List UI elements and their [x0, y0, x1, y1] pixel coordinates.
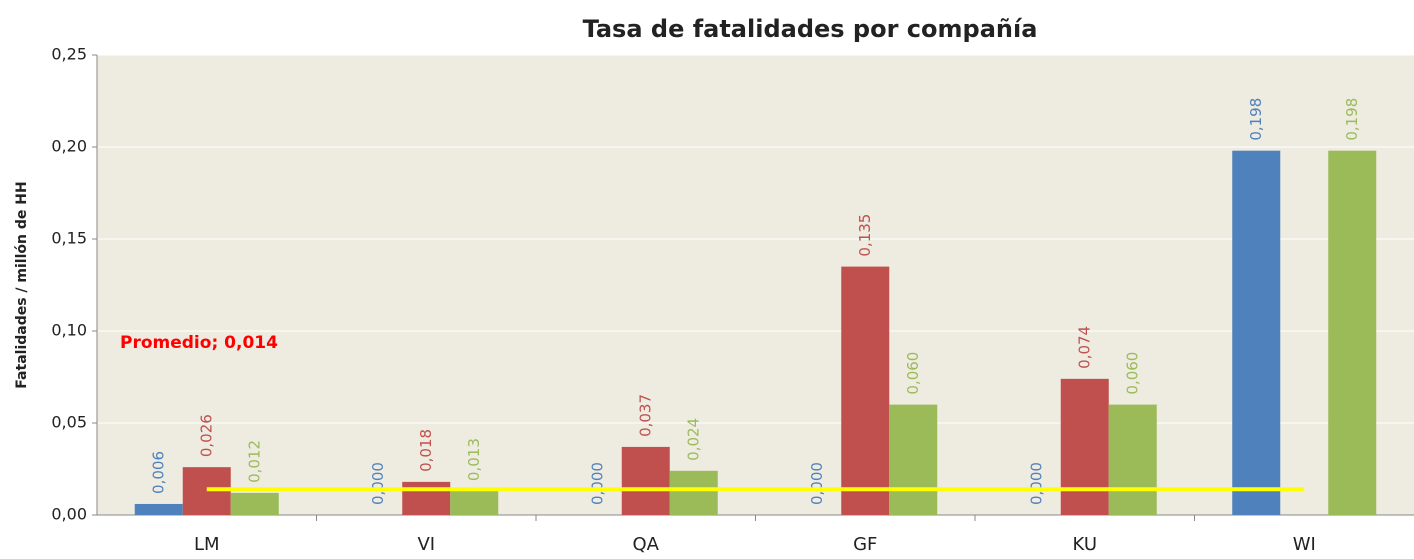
data-label: 0,018 — [417, 429, 435, 472]
bar — [621, 446, 670, 515]
bar — [230, 492, 279, 515]
y-tick-label: 0,10 — [51, 321, 87, 340]
y-tick-label: 0,25 — [51, 45, 87, 64]
data-label: 0,037 — [636, 394, 654, 437]
x-tick-label: VI — [417, 534, 435, 555]
data-label: 0,135 — [856, 214, 874, 257]
x-tick-label: GF — [853, 534, 877, 555]
x-tick-label: LM — [194, 534, 220, 555]
bar — [1108, 404, 1157, 515]
y-axis-label: Fatalidades / millón de HH — [14, 181, 30, 388]
x-tick-label: QA — [633, 534, 660, 555]
bar — [669, 470, 718, 515]
x-tick-label: WI — [1293, 534, 1316, 555]
y-tick-label: 0,05 — [51, 413, 87, 432]
bar — [402, 481, 451, 515]
data-label: 0,024 — [684, 418, 702, 461]
bar — [1328, 150, 1377, 515]
y-tick-label: 0,20 — [51, 137, 87, 156]
data-label: 0,006 — [149, 451, 167, 494]
data-label: 0,060 — [904, 352, 922, 395]
y-tick-label: 0,15 — [51, 229, 87, 248]
data-label: 0,026 — [197, 414, 215, 457]
bar — [1232, 150, 1281, 515]
bar — [841, 266, 890, 515]
data-label: 0,000 — [369, 462, 387, 505]
data-label: 0,012 — [245, 440, 263, 483]
data-label: 0,013 — [465, 438, 483, 481]
data-label: 0,000 — [808, 462, 826, 505]
y-tick-label: 0,00 — [51, 505, 87, 524]
bar — [450, 491, 499, 515]
plot-area — [97, 55, 1414, 515]
data-label: 0,000 — [588, 462, 606, 505]
bar — [889, 404, 938, 515]
x-tick-label: KU — [1073, 534, 1098, 555]
data-label: 0,198 — [1343, 98, 1361, 141]
chart-title: Tasa de fatalidades por compañía — [583, 15, 1038, 43]
bar — [1060, 378, 1109, 515]
bar — [134, 503, 183, 515]
data-label: 0,074 — [1075, 326, 1093, 369]
average-label: Promedio; 0,014 — [120, 333, 278, 353]
data-label: 0,000 — [1027, 462, 1045, 505]
data-label: 0,060 — [1123, 352, 1141, 395]
data-label: 0,198 — [1247, 98, 1265, 141]
